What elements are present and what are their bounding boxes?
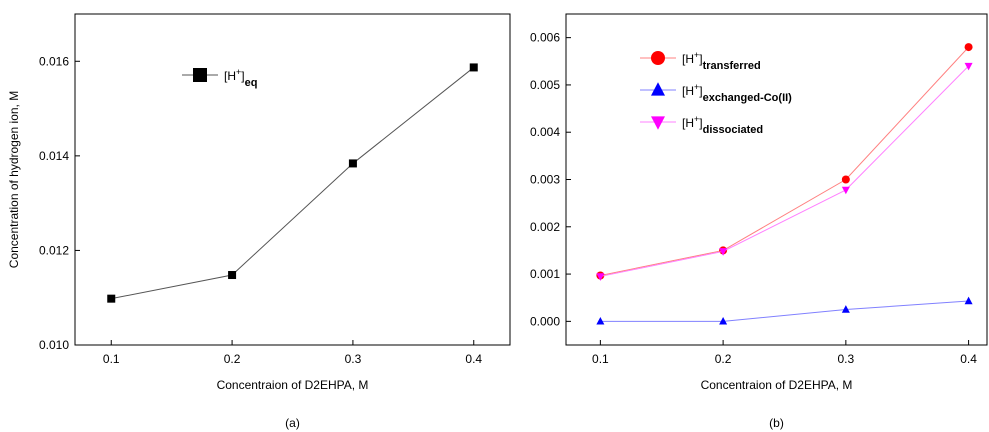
legend-label-part: + <box>236 67 241 77</box>
series-line <box>600 65 969 277</box>
legend-label-part: ] <box>699 84 702 98</box>
y-tick-label: 0.004 <box>530 125 560 139</box>
legend-label: [H+]exchanged-Co(II) <box>682 82 792 104</box>
data-point <box>719 316 728 325</box>
data-point <box>596 273 605 281</box>
chart-panel: 0.010 0.012 0.014 0.016 0.1 0.2 0.3 0.4 Concentr… <box>7 13 511 430</box>
legend-marker <box>193 68 207 82</box>
caption: (b) <box>769 416 784 430</box>
legend-label: [H+]dissociated <box>682 114 763 136</box>
plot-frame <box>74 13 511 346</box>
data-point <box>841 186 850 195</box>
legend-label-part: eq <box>245 77 258 89</box>
y-tick-label: 0.005 <box>530 78 560 92</box>
x-tick-label: 0.4 <box>960 352 977 366</box>
data-point <box>107 294 116 303</box>
legend-marker <box>651 82 665 96</box>
legend-label-part: [H <box>682 84 694 98</box>
y-tick-label: 0.002 <box>530 220 560 234</box>
legend-label: [H+]eq <box>224 67 257 89</box>
y-tick-label: 0.014 <box>39 149 69 163</box>
y-tick-label: 0.010 <box>39 338 69 352</box>
y-tick-label: 0.012 <box>39 243 69 257</box>
legend-label-part: ] <box>241 69 244 83</box>
legend-label-part: ] <box>699 116 702 130</box>
series-line <box>600 46 969 276</box>
legend-label-part: [H <box>224 69 236 83</box>
chart-panel: 0.000 0.001 0.002 0.003 0.004 0.005 0.006 0.1 0.… <box>530 13 988 430</box>
series-line <box>600 300 969 322</box>
y-tick-label: 0.003 <box>530 173 560 187</box>
y-tick-label: 0.016 <box>39 54 69 68</box>
y-tick-label: 0.000 <box>530 314 560 328</box>
x-tick-label: 0.2 <box>715 352 732 366</box>
legend-label-part: ] <box>699 52 702 66</box>
data-point <box>348 159 357 168</box>
data-point <box>596 316 605 325</box>
x-tick-label: 0.4 <box>465 352 482 366</box>
x-tick-label: 0.3 <box>345 352 362 366</box>
legend-marker <box>651 51 665 65</box>
y-axis-label: Concentration of hydrogen ion, M <box>7 91 21 268</box>
data-point <box>228 271 237 280</box>
y-tick-label: 0.001 <box>530 267 560 281</box>
data-point <box>719 248 728 256</box>
data-point <box>964 62 973 71</box>
legend-label-part: transferred <box>703 60 761 72</box>
x-tick-label: 0.2 <box>224 352 241 366</box>
y-tick-label: 0.006 <box>530 31 560 45</box>
x-axis-label: Concentraion of D2EHPA, M <box>701 378 853 392</box>
data-point <box>841 175 850 184</box>
legend-label-part: exchanged-Co(II) <box>703 92 793 104</box>
legend-label-part: dissociated <box>703 124 764 136</box>
x-tick-label: 0.1 <box>103 352 120 366</box>
legend-label-part: + <box>694 50 699 60</box>
caption: (a) <box>285 416 300 430</box>
data-point <box>964 43 973 52</box>
legend-label-part: + <box>694 82 699 92</box>
legend-label-part: + <box>694 114 699 124</box>
data-point <box>841 305 850 313</box>
legend-marker <box>651 116 665 130</box>
legend-label: [H+]transferred <box>682 50 761 72</box>
legend-label-part: [H <box>682 116 694 130</box>
series-line <box>111 67 475 300</box>
x-tick-label: 0.1 <box>592 352 609 366</box>
data-point <box>964 296 973 305</box>
legend-label-part: [H <box>682 52 694 66</box>
x-axis-label: Concentraion of D2EHPA, M <box>217 378 369 392</box>
x-tick-label: 0.3 <box>838 352 855 366</box>
plot-frame <box>565 13 988 346</box>
data-point <box>469 63 478 72</box>
